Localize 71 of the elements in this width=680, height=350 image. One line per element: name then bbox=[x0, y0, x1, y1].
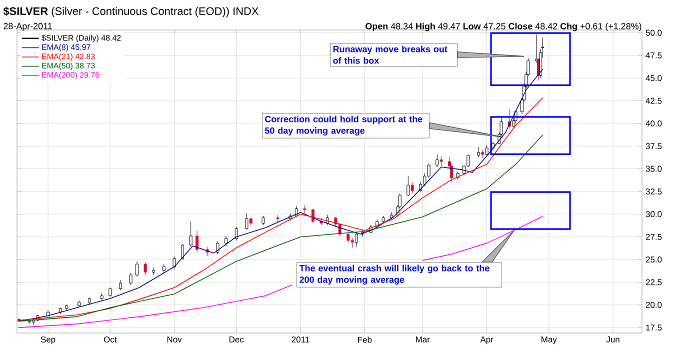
candlestick bbox=[245, 213, 248, 230]
candlestick bbox=[196, 230, 199, 253]
candlestick bbox=[181, 244, 184, 260]
candlestick bbox=[354, 232, 358, 248]
candlestick bbox=[382, 216, 385, 224]
candlestick bbox=[108, 287, 112, 297]
candlestick bbox=[406, 176, 410, 196]
annotation: Runaway move breaks out of this box bbox=[333, 46, 448, 64]
candlestick bbox=[477, 146, 480, 158]
x-tick-label: May bbox=[542, 336, 557, 344]
candlestick bbox=[456, 171, 460, 180]
line-series bbox=[18, 134, 544, 322]
candlestick bbox=[369, 224, 372, 234]
y-tick-label: 20.0 bbox=[646, 302, 662, 308]
x-tick-label: Apr bbox=[480, 336, 494, 344]
y-tick-label: 40.0 bbox=[646, 120, 662, 126]
y-tick-label: 22.5 bbox=[646, 279, 662, 286]
candlestick bbox=[129, 272, 132, 286]
y-tick-label: 45.0 bbox=[646, 75, 662, 82]
y-tick-label: 30.0 bbox=[646, 211, 662, 218]
candlestick bbox=[162, 264, 166, 274]
candlestick bbox=[224, 236, 228, 246]
chart-subtitle: 28-Apr-2011 bbox=[4, 22, 52, 32]
x-tick-label: Oct bbox=[104, 336, 117, 343]
x-tick-label: Feb bbox=[358, 336, 372, 343]
y-tick-label: 42.5 bbox=[646, 98, 662, 104]
candlestick bbox=[58, 307, 62, 314]
candlestick bbox=[485, 144, 488, 156]
candlestick bbox=[303, 204, 306, 214]
candlestick bbox=[46, 310, 50, 317]
x-tick-label: Nov bbox=[167, 336, 182, 342]
candlestick bbox=[36, 314, 40, 322]
x-tick-label: Sep bbox=[40, 336, 56, 344]
candlestick bbox=[189, 221, 192, 248]
candlestick bbox=[234, 226, 238, 241]
x-tick-label: Mar bbox=[416, 336, 430, 342]
candlestick bbox=[326, 214, 329, 226]
text: Open 48.34 High 49.47 Low 47.25 Close 48.42 Chg +0.61 (+1.28%) bbox=[366, 22, 642, 32]
candlestick bbox=[32, 318, 36, 326]
y-tick-label: 50.0 bbox=[646, 30, 662, 36]
candlestick bbox=[118, 280, 122, 291]
candlestick bbox=[262, 216, 265, 226]
y-tick-label: 47.5 bbox=[646, 52, 662, 58]
candlestick bbox=[88, 297, 91, 304]
candlestick bbox=[65, 304, 68, 311]
candlestick bbox=[78, 300, 81, 307]
candlestick bbox=[288, 213, 292, 221]
y-tick-label: 27.5 bbox=[646, 234, 662, 240]
candlestick bbox=[376, 219, 379, 229]
candlestick bbox=[294, 206, 298, 218]
y-tick-label: 35.0 bbox=[646, 166, 662, 172]
candlestick bbox=[100, 292, 104, 301]
x-tick-label: 2011 bbox=[292, 336, 310, 343]
candlestick bbox=[390, 212, 394, 220]
annotation: Correction could hold support at the 50 day moving average bbox=[264, 116, 422, 136]
y-tick-label: 32.5 bbox=[646, 188, 662, 194]
candlestick bbox=[136, 261, 139, 278]
candlestick bbox=[172, 256, 176, 269]
candlestick bbox=[350, 237, 354, 248]
y-tick-label: 37.5 bbox=[646, 143, 662, 150]
x-tick-label: Jun bbox=[606, 336, 620, 342]
x-tick-label: Dec bbox=[230, 336, 244, 342]
y-tick-label: 25.0 bbox=[646, 256, 662, 263]
candlestick bbox=[361, 229, 364, 238]
chart-title: $SILVER (Silver - Continuous Contract (EOD)) INDX bbox=[3, 6, 259, 18]
y-tick-label: 17.5 bbox=[646, 324, 662, 331]
candlestick bbox=[436, 154, 439, 168]
candlestick bbox=[410, 182, 414, 194]
annotation: The eventual crash will likely go back to the 200 day moving average bbox=[299, 264, 490, 285]
candlestick bbox=[152, 267, 156, 276]
candlestick bbox=[481, 149, 484, 158]
